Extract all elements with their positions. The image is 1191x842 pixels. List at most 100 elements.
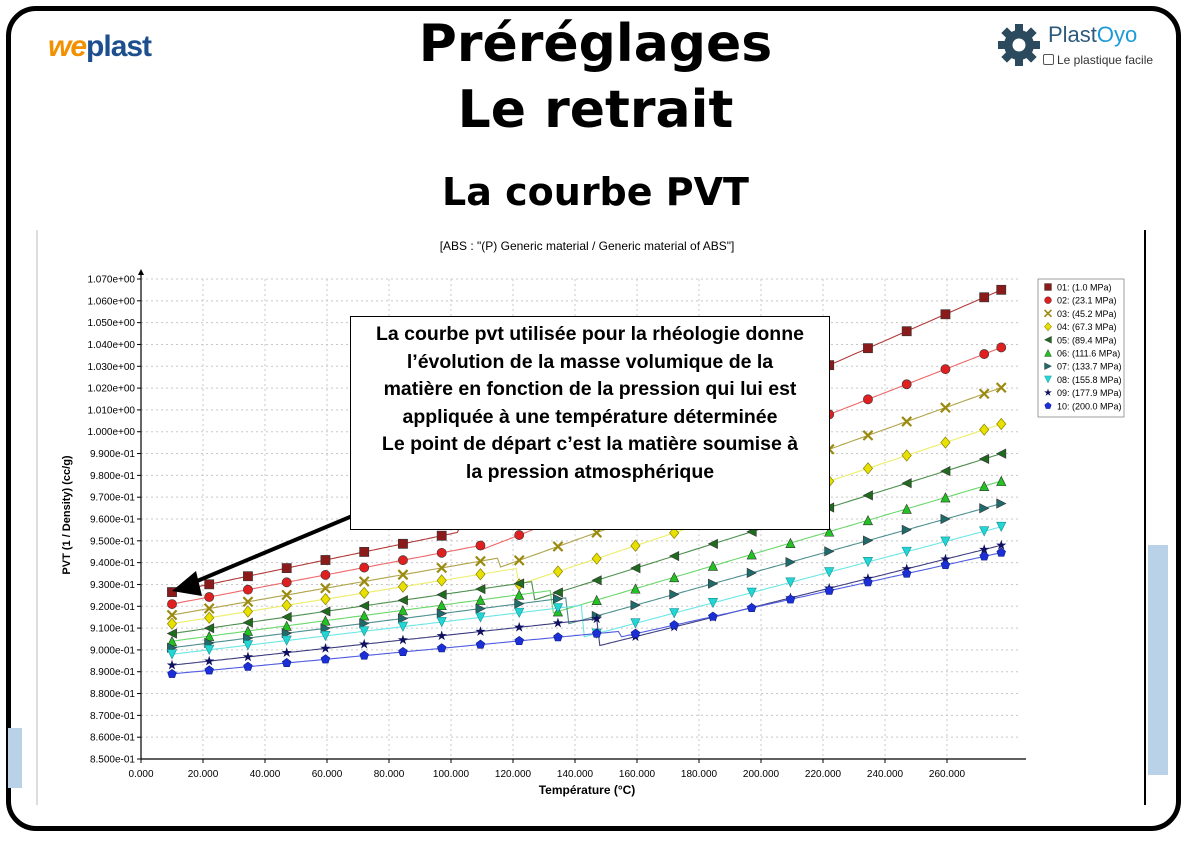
data-point	[281, 589, 293, 601]
y-tick-label: 1.030e+00	[87, 362, 135, 373]
data-point	[901, 416, 913, 427]
data-point	[281, 635, 292, 646]
data-point	[940, 492, 951, 503]
data-point	[166, 609, 178, 621]
data-point	[281, 563, 292, 574]
data-point	[398, 646, 408, 656]
data-point	[204, 579, 215, 590]
data-point	[359, 638, 370, 649]
data-point	[1044, 335, 1052, 344]
data-point	[281, 611, 292, 623]
data-point	[359, 626, 370, 637]
legend-entry: 10: (200.0 MPa)	[1057, 401, 1122, 411]
data-point	[824, 585, 834, 595]
y-tick-label: 1.050e+00	[87, 318, 135, 329]
data-point	[436, 608, 447, 619]
data-point	[475, 540, 486, 551]
data-point	[397, 580, 409, 593]
data-point	[243, 661, 253, 671]
y-tick-label: 9.200e-01	[90, 602, 135, 613]
data-point	[996, 342, 1007, 353]
data-point	[901, 524, 912, 535]
data-point	[242, 605, 254, 618]
callout-line: matière en fonction de la pression qui l…	[383, 378, 797, 400]
data-point	[824, 567, 835, 578]
data-point	[436, 589, 447, 600]
side-decoration	[1148, 545, 1168, 775]
y-tick-label: 8.800e-01	[90, 689, 135, 700]
legend-entry: 09: (177.9 MPa)	[1057, 388, 1122, 398]
data-point	[204, 592, 215, 602]
data-point	[1044, 402, 1052, 409]
data-point	[552, 565, 564, 578]
series-line	[171, 503, 1000, 649]
data-point	[862, 462, 874, 475]
data-point	[824, 546, 835, 557]
data-point	[320, 582, 331, 594]
data-point	[668, 550, 680, 562]
data-point	[862, 430, 874, 441]
data-point	[243, 584, 253, 595]
data-point	[475, 555, 486, 567]
data-point	[940, 560, 951, 570]
x-tick-label: 160.000	[619, 769, 656, 780]
callout-arrow-head	[172, 571, 202, 596]
data-point	[513, 578, 525, 589]
data-point	[669, 608, 680, 619]
data-point	[475, 612, 486, 623]
series-line	[171, 545, 1000, 666]
data-point	[242, 640, 254, 651]
data-point	[167, 587, 177, 597]
data-point	[862, 490, 873, 501]
data-point	[940, 402, 951, 414]
data-point	[320, 643, 331, 653]
data-point	[591, 628, 602, 638]
data-point	[514, 607, 525, 619]
data-point	[475, 583, 486, 595]
data-point	[514, 589, 525, 600]
data-point	[203, 603, 215, 614]
data-point	[901, 379, 912, 390]
data-point	[320, 606, 331, 617]
data-point	[940, 553, 951, 564]
series-line	[171, 423, 1000, 625]
legend-entry: 04: (67.3 MPa)	[1057, 322, 1117, 332]
data-point	[940, 364, 951, 375]
y-tick-label: 9.300e-01	[90, 580, 135, 591]
data-point	[591, 594, 602, 605]
data-point	[707, 538, 718, 549]
data-point	[708, 578, 719, 589]
data-point	[436, 630, 447, 641]
data-point	[320, 623, 331, 634]
data-point	[397, 634, 409, 645]
data-point	[358, 600, 370, 611]
data-point	[436, 599, 447, 611]
x-tick-label: 100.000	[433, 769, 470, 780]
data-point	[320, 555, 331, 565]
data-point	[552, 617, 564, 628]
data-point	[979, 349, 990, 359]
data-point	[901, 568, 912, 578]
data-point	[320, 631, 331, 642]
data-point	[475, 568, 486, 581]
data-point	[940, 536, 951, 547]
data-point	[166, 649, 178, 660]
data-point	[167, 668, 177, 678]
data-point	[669, 526, 680, 540]
callout-line: la pression atmosphérique	[465, 460, 715, 483]
chart-title: [ABS : "(P) Generic material / Generic m…	[440, 239, 735, 253]
data-point	[166, 659, 178, 670]
data-point	[359, 547, 370, 557]
data-point	[901, 478, 912, 489]
x-axis-label: Température (°C)	[539, 783, 636, 797]
data-point	[863, 577, 873, 587]
y-tick-label: 9.400e-01	[90, 558, 135, 569]
data-point	[1044, 321, 1052, 332]
page-title-line2: Le retrait	[457, 80, 734, 140]
data-point	[995, 382, 1007, 394]
data-point	[320, 592, 331, 606]
checkbox-icon	[1043, 54, 1054, 65]
data-point	[996, 498, 1007, 509]
x-tick-label: 140.000	[557, 769, 594, 780]
y-tick-label: 9.500e-01	[90, 536, 135, 547]
